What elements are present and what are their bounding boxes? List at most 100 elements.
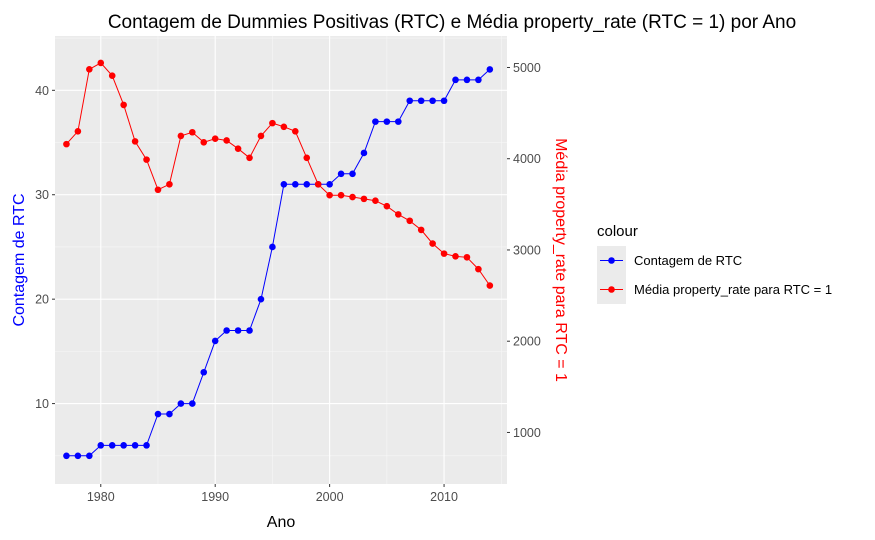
series-rtc-count-point (108, 442, 116, 449)
series-property-rate-point (177, 132, 185, 140)
legend-label: Média property_rate para RTC = 1 (634, 282, 832, 297)
left-tick-label: 30 (35, 188, 49, 202)
series-rtc-count-point (234, 327, 242, 334)
series-rtc-count-point (452, 76, 459, 84)
series-rtc-count-point (475, 76, 482, 84)
series-rtc-count-point (406, 97, 414, 105)
series-rtc-count-point (211, 337, 219, 345)
series-property-rate-point (189, 128, 196, 136)
series-rtc-count-point (463, 76, 471, 84)
series-property-rate-point (108, 72, 116, 79)
legend-key-point (608, 286, 615, 293)
series-rtc-count-point (326, 180, 333, 188)
series-property-rate-point (269, 119, 276, 127)
series-rtc-count-point (360, 149, 368, 157)
data-series (63, 59, 494, 460)
series-rtc-count-point (383, 118, 391, 125)
x-tick-label: 1990 (201, 490, 229, 504)
right-tick-label: 4000 (513, 152, 541, 166)
series-rtc-count-point (166, 410, 173, 418)
right-tick-label: 5000 (513, 61, 541, 75)
series-property-rate-point (429, 240, 436, 247)
series-rtc-count-point (417, 97, 425, 105)
series-property-rate-point (486, 282, 494, 289)
right-tick-label: 1000 (513, 426, 541, 440)
left-tick-label: 10 (35, 397, 49, 411)
series-property-rate-point (292, 128, 299, 135)
series-rtc-count-point (223, 327, 230, 334)
series-rtc-count-point (280, 180, 288, 188)
x-axis-title: Ano (267, 514, 296, 531)
series-property-rate-point (463, 253, 471, 261)
series-rtc-count-point (86, 452, 93, 460)
series-rtc-count-point (246, 327, 253, 334)
series-property-rate-point (131, 138, 139, 145)
series-property-rate-point (86, 66, 93, 73)
series-property-rate-point (246, 154, 253, 162)
series-rtc-count-point (372, 118, 379, 125)
left-axis-ticks: 10 20 30 40 (35, 84, 55, 411)
series-property-rate-point (326, 191, 333, 199)
series-rtc-count-point (486, 66, 494, 73)
series-rtc-count-point (349, 170, 356, 178)
series-rtc-count-point (292, 180, 299, 188)
series-property-rate-point (166, 180, 173, 188)
series-property-rate-point (223, 137, 230, 144)
series-property-rate-point (372, 197, 379, 204)
right-tick-label: 2000 (513, 335, 541, 349)
series-property-rate-point (143, 156, 150, 163)
series-property-rate-point (154, 186, 162, 194)
left-tick-label: 40 (35, 84, 49, 98)
series-rtc-count-point (429, 97, 436, 105)
series-rtc-count-point (143, 442, 150, 449)
legend-label: Contagem de RTC (634, 253, 742, 268)
right-axis-ticks: 1000 2000 3000 4000 5000 (507, 61, 541, 440)
series-property-rate-point (63, 140, 70, 148)
series-rtc-count-point (269, 243, 276, 251)
legend-items: Contagem de RTC Média property_rate para … (597, 246, 832, 304)
series-property-rate-point (475, 265, 482, 273)
series-rtc-count-point (303, 180, 311, 188)
series-property-rate-point (314, 180, 322, 188)
series-property-rate-point (74, 128, 82, 135)
series-property-rate-point (394, 211, 402, 218)
series-rtc-count-point (337, 170, 345, 178)
series-rtc-count-point (257, 295, 265, 303)
series-rtc-count-point (131, 442, 139, 449)
series-property-rate-point (234, 145, 242, 152)
series-property-rate-point (97, 59, 105, 67)
legend-key-point (608, 257, 615, 264)
series-rtc-count-point (154, 410, 162, 418)
series-property-rate-point (360, 195, 368, 203)
series-property-rate-point (200, 138, 208, 146)
left-tick-label: 20 (35, 293, 49, 307)
series-rtc-count-point (189, 400, 196, 407)
series-property-rate-point (440, 250, 448, 257)
x-tick-label: 2000 (316, 490, 344, 504)
series-rtc-count-point (394, 118, 402, 125)
left-axis-title: Contagem de RTC (11, 193, 28, 326)
x-tick-label: 1980 (87, 490, 115, 504)
grid-lines (55, 36, 507, 484)
series-property-rate-point (337, 191, 345, 199)
series-property-rate-point (211, 135, 219, 142)
legend: colour Contagem de RTC Média property_rat… (597, 223, 832, 304)
series-property-rate-point (349, 193, 356, 201)
series-property-rate-point (120, 101, 127, 109)
series-rtc-count-point (440, 97, 448, 105)
right-axis-title: Média property_rate para RTC = 1 (552, 138, 569, 382)
plot-panel (55, 36, 507, 484)
series-property-rate-point (452, 253, 459, 260)
series-property-rate-point (383, 202, 391, 210)
x-axis-ticks: 1980 1990 2000 2010 (87, 484, 458, 504)
series-rtc-count-point (177, 400, 185, 407)
series-property-rate-point (257, 132, 265, 140)
right-tick-label: 3000 (513, 243, 541, 257)
series-property-rate-point (280, 123, 288, 131)
legend-title: colour (597, 223, 638, 240)
series-property-rate-point (406, 217, 414, 225)
series-property-rate-point (303, 154, 311, 162)
x-tick-label: 2010 (430, 490, 458, 504)
series-rtc-count-point (200, 368, 208, 376)
